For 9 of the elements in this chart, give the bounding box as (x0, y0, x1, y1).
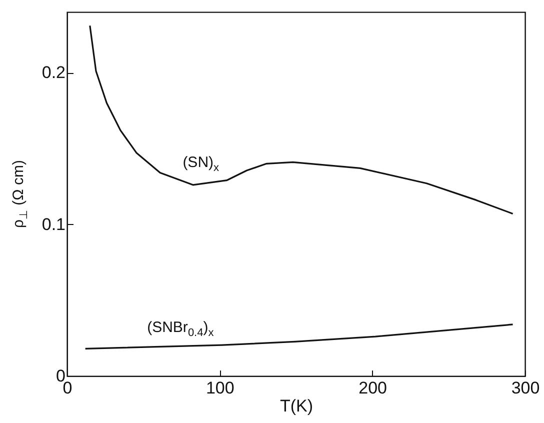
x-tick-label: 300 (511, 378, 540, 398)
y-tick-label: 0.1 (42, 214, 66, 234)
line-series (89, 24, 514, 215)
y-tick-label: 0.2 (42, 63, 66, 82)
series-label: (SN)$_{x}$ (182, 154, 220, 174)
x-tick-label: 100 (206, 378, 234, 398)
x-tick-label: 200 (358, 378, 388, 398)
x-axis-title: T(K) (280, 396, 314, 416)
series-label: (SNBr$_{0.4}$)$_{x}$ (147, 319, 214, 340)
